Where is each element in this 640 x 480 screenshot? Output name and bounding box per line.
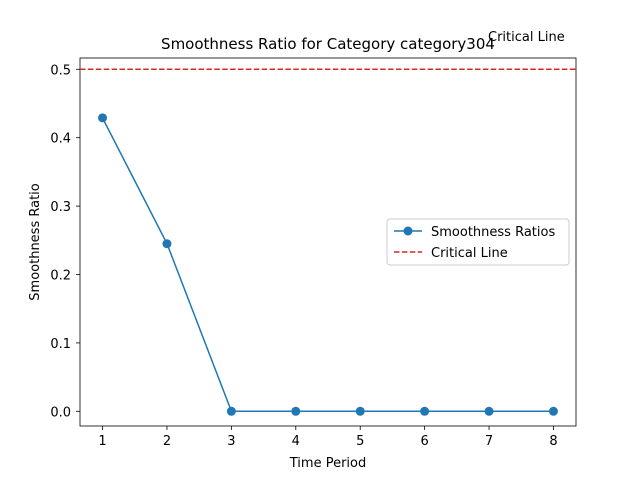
x-tick-label: 6 [420, 434, 428, 449]
smoothness-ratios-line [101, 117, 554, 413]
data-point [291, 406, 301, 416]
data-point [484, 406, 494, 416]
y-tick-label: 0.5 [50, 63, 71, 78]
chart-legend: Smoothness Ratios Critical Line [386, 218, 570, 266]
x-tick-label: 7 [485, 434, 493, 449]
data-point [162, 239, 172, 249]
data-point [548, 406, 558, 416]
axis-ticks: 1 2 3 4 5 6 7 8 0.0 0.1 0.2 0.3 0.4 0.5 [50, 63, 557, 449]
x-tick-label: 3 [227, 434, 235, 449]
y-tick-label: 0.3 [50, 200, 71, 215]
data-point [226, 406, 236, 416]
plot-frame [79, 57, 577, 427]
plot-area [79, 57, 577, 427]
legend-marker-smoothness-ratios [403, 226, 413, 236]
y-tick-label: 0.4 [50, 132, 71, 147]
data-point [420, 406, 430, 416]
x-tick-label: 5 [356, 434, 364, 449]
y-tick-label: 0.2 [50, 268, 71, 283]
legend-box [386, 218, 570, 266]
y-tick-label: 0.1 [50, 337, 71, 352]
legend-label-critical-line: Critical Line [431, 246, 508, 261]
chart-title: Smoothness Ratio for Category category30… [161, 35, 495, 53]
x-axis-label: Time Period [289, 456, 366, 471]
x-tick-label: 8 [549, 434, 557, 449]
y-tick-label: 0.0 [50, 405, 71, 420]
x-tick-label: 4 [292, 434, 300, 449]
data-point [98, 113, 108, 123]
x-tick-label: 2 [163, 434, 171, 449]
y-axis-label: Smoothness Ratio [28, 183, 43, 300]
data-point [355, 406, 365, 416]
critical-line-annotation: Critical Line [488, 30, 565, 45]
legend-label-smoothness-ratios: Smoothness Ratios [431, 225, 555, 240]
x-tick-label: 1 [98, 434, 106, 449]
